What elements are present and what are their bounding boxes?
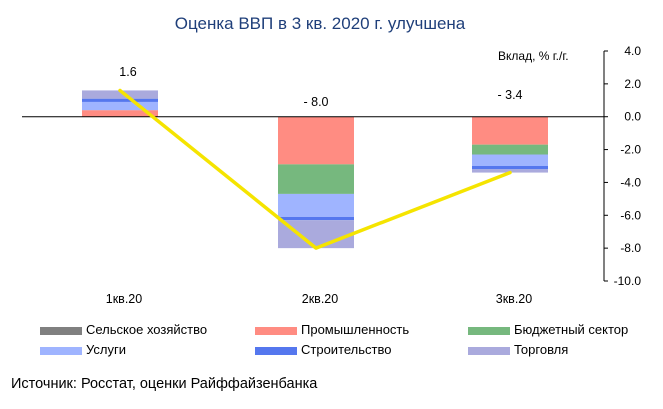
bar-3-series-4 (472, 154, 548, 166)
legend-item-2: Промышленность (255, 322, 409, 338)
category-label-3: 3кв.20 (496, 292, 532, 306)
bar-3-series-5 (472, 166, 548, 170)
y-tick-label-1: 4.0 (624, 44, 641, 58)
data-label-2: - 8.0 (303, 95, 328, 109)
bar-2-series-5 (278, 216, 354, 221)
legend-label-5: Строительство (301, 342, 392, 357)
category-label-2: 2кв.20 (302, 292, 338, 306)
y-tick-label-2: 2.0 (624, 77, 641, 91)
bar-2-series-3 (278, 164, 354, 194)
bar-2-series-6 (278, 220, 354, 249)
y-tick-label-3: 0.0 (624, 110, 641, 124)
category-label-1: 1кв.20 (106, 292, 142, 306)
bar-1-series-4 (82, 101, 158, 111)
y-tick-label-7: -8.0 (620, 241, 641, 255)
bar-1-series-5 (82, 98, 158, 102)
legend-item-3: Бюджетный сектор (468, 322, 628, 338)
bar-2-series-2 (278, 116, 354, 165)
legend-swatch-4 (40, 346, 82, 355)
legend-label-6: Торговля (514, 342, 569, 357)
legend-item-6: Торговля (468, 342, 568, 358)
legend-label-1: Сельское хозяйство (86, 322, 208, 337)
chart-title: Оценка ВВП в 3 кв. 2020 г. улучшена (174, 14, 466, 33)
data-label-3: - 3.4 (497, 88, 522, 102)
legend-item-4: Услуги (40, 342, 126, 358)
legend-swatch-6 (468, 346, 510, 355)
legend-label-2: Промышленность (301, 322, 410, 337)
legend-item-5: Строительство (255, 342, 391, 358)
bar-1-series-2 (82, 110, 158, 117)
legend-label-3: Бюджетный сектор (514, 322, 629, 337)
bar-3-series-2 (472, 116, 548, 145)
legend-swatch-1 (40, 326, 82, 335)
legend-swatch-5 (255, 346, 297, 355)
data-label-1: 1.6 (119, 65, 136, 79)
bar-2-series-4 (278, 193, 354, 217)
chart-area: 4.0 2.0 0.0 -2.0 -4.0 -6.0 -8.0 -10.0 1.6 - 8.0 - … (22, 44, 642, 306)
y-axis-unit-label: Вклад, % г./г. (498, 49, 569, 63)
y-tick-label-4: -2.0 (620, 143, 641, 157)
legend: Сельское хозяйство Промышленность Бюджетны… (40, 322, 660, 362)
bar-3-series-3 (472, 144, 548, 155)
legend-item-1: Сельское хозяйство (40, 322, 207, 338)
legend-label-4: Услуги (86, 342, 126, 357)
bar-1-series-6 (82, 90, 158, 99)
source-note: Источник: Росстат, оценки Райффайзенбанк… (11, 376, 318, 392)
y-tick-label-8: -10.0 (614, 274, 642, 288)
gdp-line (118, 88, 512, 250)
y-tick-label-6: -6.0 (620, 208, 641, 222)
legend-swatch-2 (255, 326, 297, 335)
legend-swatch-3 (468, 326, 510, 335)
y-tick-label-5: -4.0 (620, 175, 641, 189)
